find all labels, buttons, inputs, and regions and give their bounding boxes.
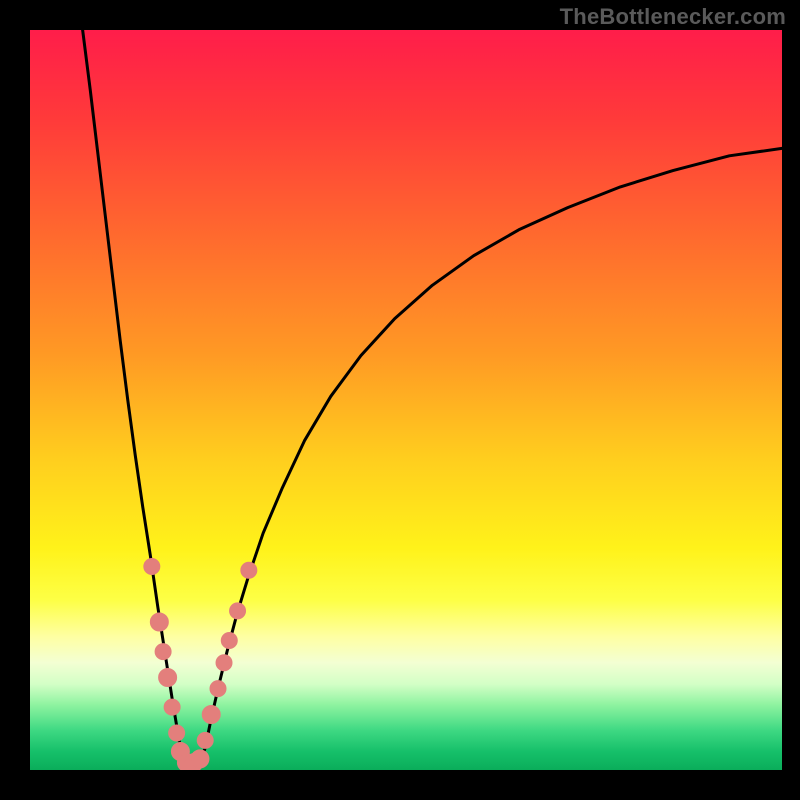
data-marker	[150, 613, 168, 631]
frame-border-right	[782, 0, 800, 800]
source-watermark: TheBottlenecker.com	[560, 4, 786, 30]
data-marker	[202, 706, 220, 724]
data-marker	[169, 725, 185, 741]
frame-border-left	[0, 0, 30, 800]
plot-svg	[30, 30, 782, 770]
chart-container: { "source_watermark": { "text": "TheBott…	[0, 0, 800, 800]
data-marker	[241, 562, 257, 578]
data-marker	[159, 669, 177, 687]
data-marker	[230, 603, 246, 619]
plot-area	[30, 30, 782, 770]
data-marker	[191, 750, 209, 768]
data-marker	[197, 732, 213, 748]
data-marker	[210, 681, 226, 697]
data-marker	[164, 699, 180, 715]
data-marker	[221, 633, 237, 649]
gradient-background	[30, 30, 782, 770]
frame-border-bottom	[0, 770, 800, 800]
data-marker	[155, 644, 171, 660]
data-marker	[216, 655, 232, 671]
data-marker	[144, 559, 160, 575]
